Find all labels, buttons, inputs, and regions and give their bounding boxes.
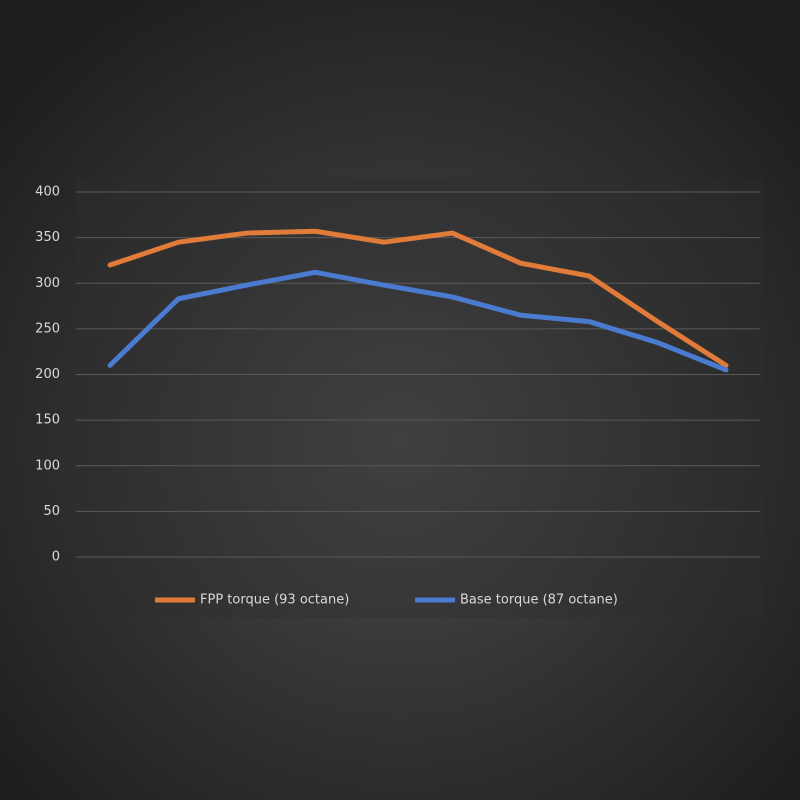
legend-label: FPP torque (93 octane) [200,593,349,608]
y-tick-label: 0 [52,550,60,565]
y-tick-label: 200 [35,367,60,382]
legend-label: Base torque (87 octane) [460,593,618,608]
y-tick-label: 350 [35,230,60,245]
y-tick-label: 250 [35,321,60,336]
y-tick-label: 400 [35,185,60,200]
series-line [107,228,729,368]
y-tick-label: 50 [43,504,60,519]
series-line [107,269,729,373]
y-tick-label: 100 [35,458,60,473]
plot-area [75,178,765,618]
y-tick-label: 300 [35,276,60,291]
y-tick-label: 150 [35,413,60,428]
